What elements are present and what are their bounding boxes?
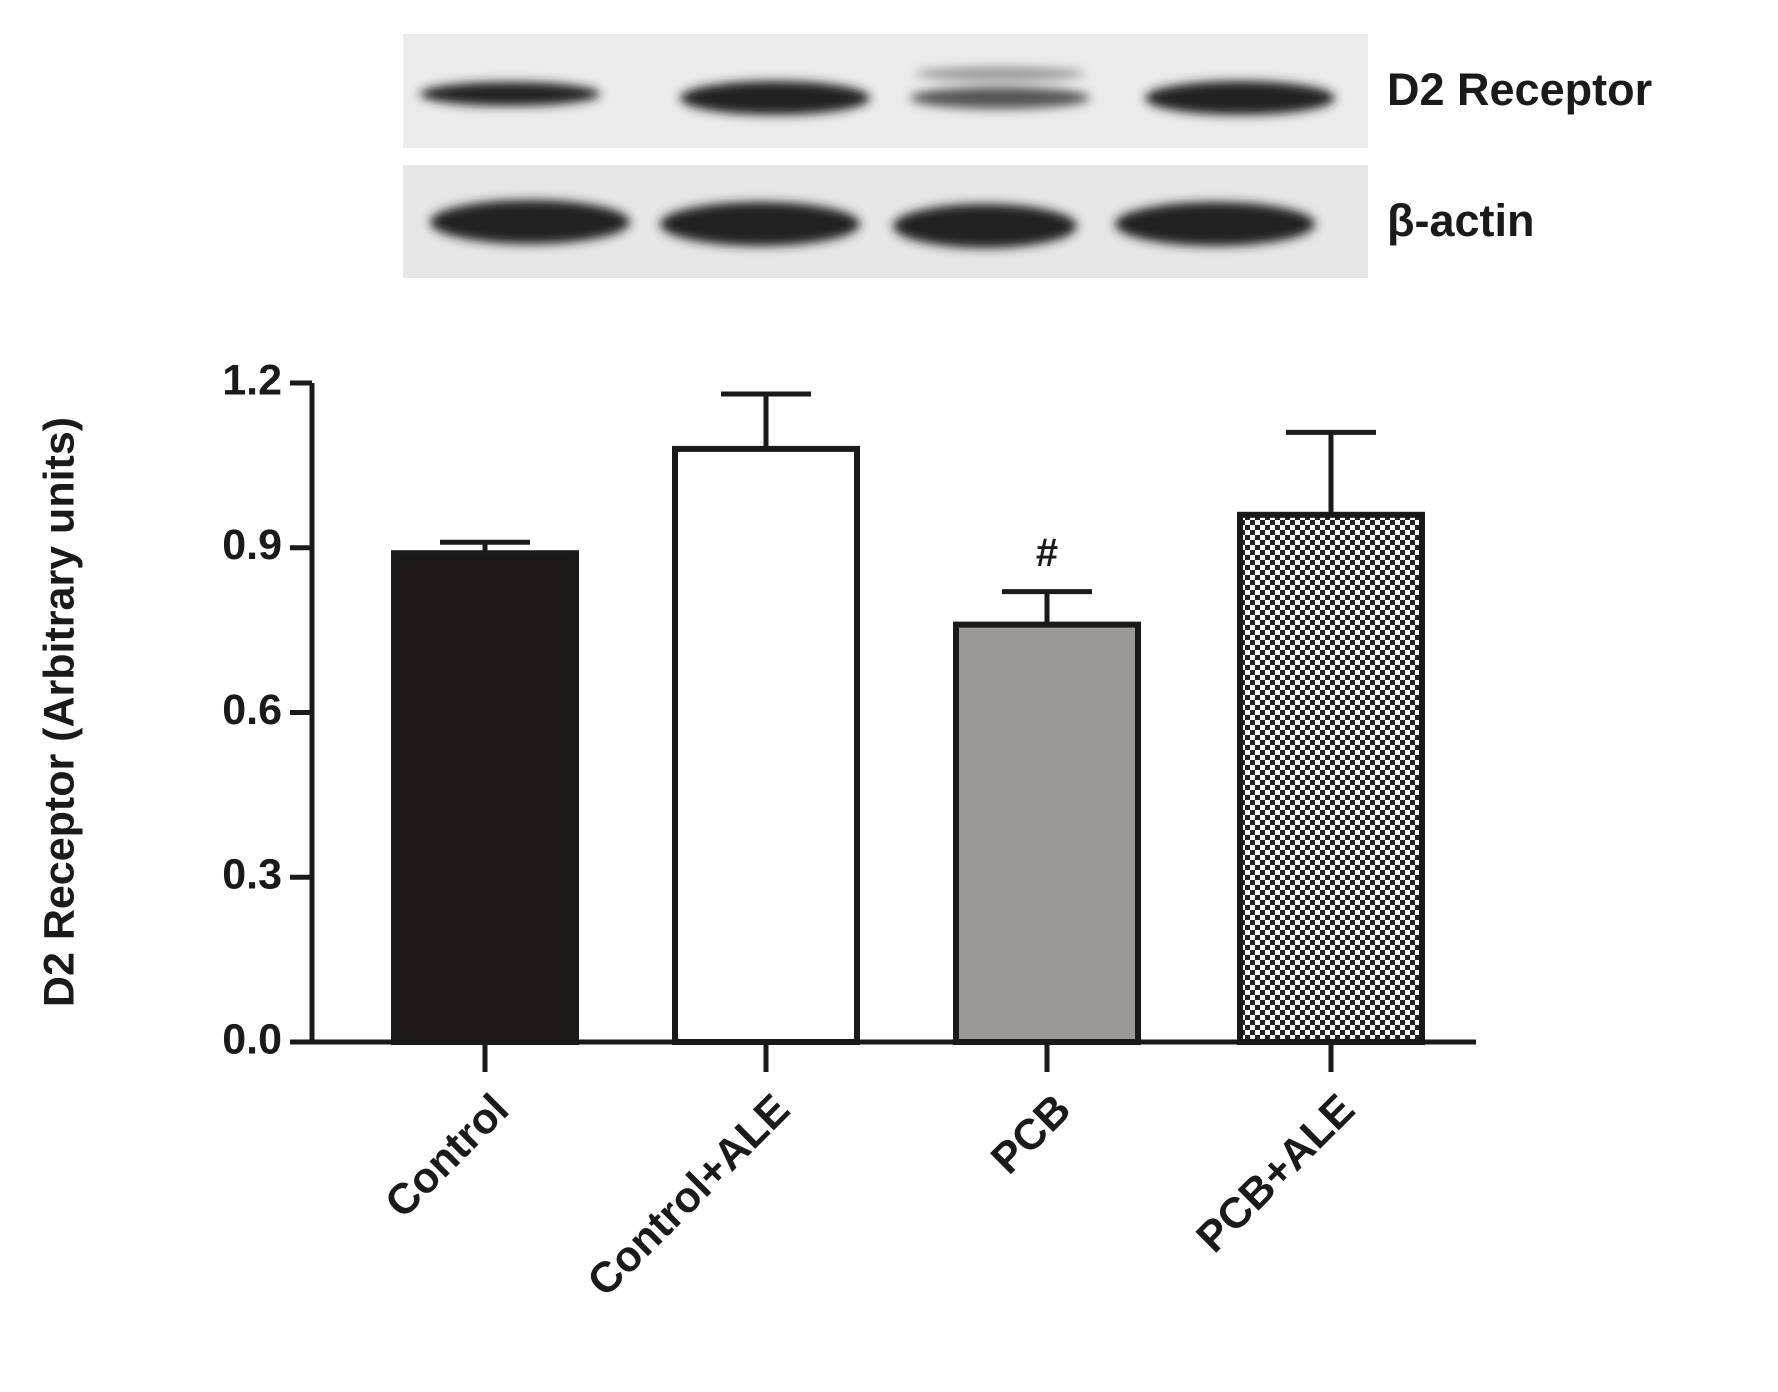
x-tick-label: Control+ALE xyxy=(579,1085,800,1306)
blot-band xyxy=(680,81,870,115)
y-tick-label: 1.2 xyxy=(222,356,282,404)
bar xyxy=(672,445,860,1045)
blot-band xyxy=(1145,81,1335,115)
blot-label: D2 Receptor xyxy=(1387,64,1652,115)
bar xyxy=(391,550,579,1045)
y-tick-label: 0.9 xyxy=(222,521,282,569)
bar xyxy=(1237,511,1425,1045)
blot-band xyxy=(430,200,630,244)
y-axis-label: D2 Receptor (Arbitrary units) xyxy=(35,417,83,1007)
x-tick-label: PCB xyxy=(982,1085,1080,1183)
blot-band xyxy=(660,202,860,246)
blot-band xyxy=(915,67,1085,81)
annotation: # xyxy=(1036,531,1058,575)
y-tick-label: 0.0 xyxy=(222,1015,282,1063)
y-tick-label: 0.3 xyxy=(222,851,282,899)
blot-label: β-actin xyxy=(1387,195,1534,246)
bar xyxy=(953,621,1141,1046)
blot-band xyxy=(420,82,600,106)
x-tick-label: PCB+ALE xyxy=(1187,1085,1364,1262)
y-tick-label: 0.6 xyxy=(222,686,282,734)
x-tick-label: Control xyxy=(376,1085,518,1227)
blot-band xyxy=(910,87,1090,109)
blot-band xyxy=(1115,202,1315,246)
western-blot: D2 Receptor β-actin xyxy=(403,34,1652,278)
blot-band xyxy=(893,204,1077,248)
